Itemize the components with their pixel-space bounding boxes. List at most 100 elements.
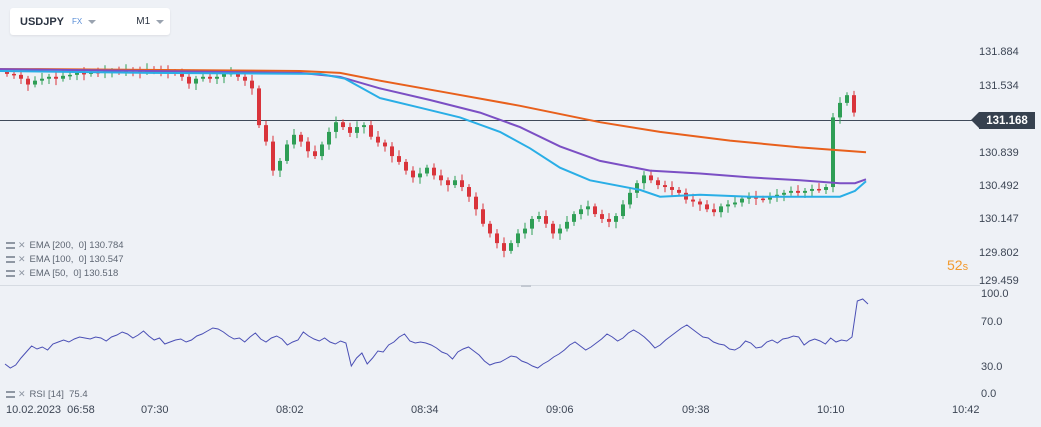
candle-up	[61, 75, 65, 79]
candle-up	[537, 216, 541, 219]
candle-down	[257, 88, 261, 126]
candle-down	[600, 214, 604, 219]
close-icon[interactable]: ✕	[18, 254, 26, 264]
candle-down	[670, 187, 674, 190]
candle-down	[852, 95, 856, 113]
candle-down	[691, 199, 695, 202]
candle-down	[446, 180, 450, 186]
candle-up	[75, 72, 79, 75]
settings-lines-icon[interactable]	[6, 256, 15, 263]
candle-down	[544, 216, 548, 224]
price-tick: 129.802	[979, 247, 1019, 259]
time-tick: 07:30	[141, 404, 169, 416]
price-tick: 130.839	[979, 147, 1019, 159]
candle-down	[502, 243, 506, 251]
candle-up	[614, 216, 618, 222]
price-tick: 130.492	[979, 180, 1019, 192]
time-tick: 10:10	[817, 404, 845, 416]
indicator-ema-100[interactable]: ✕ EMA [100, 0] 130.547	[6, 254, 124, 265]
candle-up	[558, 228, 562, 234]
candle-down	[243, 76, 247, 81]
candle-up	[453, 180, 457, 186]
close-icon[interactable]: ✕	[18, 240, 26, 250]
candle-down	[467, 187, 471, 197]
candle-up	[292, 134, 296, 145]
candle-up	[334, 122, 338, 132]
indicator-label: EMA [100, 0] 130.547	[29, 254, 124, 265]
time-tick: 09:38	[682, 404, 710, 416]
candle-down	[26, 78, 30, 85]
candle-down	[397, 156, 401, 162]
candle-down	[250, 80, 254, 89]
indicator-ema-50[interactable]: ✕ EMA [50, 0] 130.518	[6, 268, 118, 279]
candle-up	[201, 76, 205, 79]
candle-up	[509, 243, 513, 251]
candle-up	[642, 175, 646, 184]
candle-up	[747, 196, 751, 199]
settings-lines-icon[interactable]	[6, 270, 15, 277]
price-tick: 129.459	[979, 275, 1019, 287]
ema-50-line	[0, 70, 867, 198]
candle-down	[761, 198, 765, 201]
settings-lines-icon[interactable]	[6, 242, 15, 249]
timeframe-label[interactable]: M1	[136, 16, 151, 27]
indicator-ema-200[interactable]: ✕ EMA [200, 0] 130.784	[6, 240, 124, 251]
time-tick: 09:06	[546, 404, 574, 416]
current-price-value: 131.168	[986, 114, 1028, 127]
candle-down	[404, 161, 408, 171]
candle-down	[460, 180, 464, 188]
candle-up	[733, 202, 737, 205]
candle-down	[649, 175, 653, 181]
candle-down	[705, 204, 709, 210]
candle-up	[320, 144, 324, 157]
indicator-rsi[interactable]: ✕ RSI [14] 75.4	[6, 389, 88, 400]
current-price-tag: 131.168	[971, 112, 1035, 129]
close-icon[interactable]: ✕	[18, 268, 26, 278]
symbol-dropdown-icon[interactable]	[88, 19, 97, 24]
price-axis[interactable]: 131.884 131.534 130.839 130.492 130.147 …	[979, 46, 1019, 287]
candle-down	[12, 73, 16, 76]
candle-up	[355, 127, 359, 133]
candle-down	[369, 125, 373, 137]
settings-lines-icon[interactable]	[6, 391, 15, 398]
timeframe-dropdown-icon[interactable]	[156, 19, 165, 24]
rsi-tick: 100.0	[981, 288, 1009, 300]
candle-up	[838, 102, 842, 118]
indicator-label: EMA [50, 0] 130.518	[29, 268, 119, 279]
candle-down	[5, 71, 9, 74]
close-icon[interactable]: ✕	[18, 389, 26, 399]
candle-down	[481, 209, 485, 224]
candle-up	[621, 204, 625, 217]
rsi-axis[interactable]: 100.0 70.0 30.0 0.0	[981, 288, 1009, 400]
candle-up	[523, 228, 527, 234]
symbol-selector[interactable]: USDJPY FX M1	[10, 8, 170, 35]
candle-up	[803, 190, 807, 193]
candle-down	[698, 201, 702, 205]
symbol-name: USDJPY	[20, 15, 65, 28]
price-tick: 131.884	[979, 46, 1019, 58]
candle-up	[726, 204, 730, 207]
candle-down	[299, 134, 303, 142]
panel-resize-handle[interactable]	[521, 285, 531, 287]
indicator-label: RSI [14] 75.4	[29, 389, 88, 400]
candle-up	[810, 188, 814, 191]
candle-down	[796, 190, 800, 193]
candle-countdown: 52s	[947, 257, 968, 273]
candle-down	[712, 209, 716, 213]
candle-up	[628, 192, 632, 205]
candle-down	[264, 125, 268, 142]
candle-up	[824, 187, 828, 190]
candle-up	[768, 196, 772, 200]
candle-down	[488, 223, 492, 234]
candle-up	[285, 144, 289, 161]
candle-down	[348, 127, 352, 133]
indicator-label: EMA [200, 0] 130.784	[29, 240, 124, 251]
candle-down	[82, 72, 86, 75]
candle-up	[740, 198, 744, 203]
candle-up	[194, 78, 198, 84]
candle-up	[68, 74, 72, 77]
candle-up	[33, 80, 37, 85]
time-axis[interactable]: 10.02.2023 06:58 07:30 08:02 08:34 09:06…	[6, 404, 980, 416]
